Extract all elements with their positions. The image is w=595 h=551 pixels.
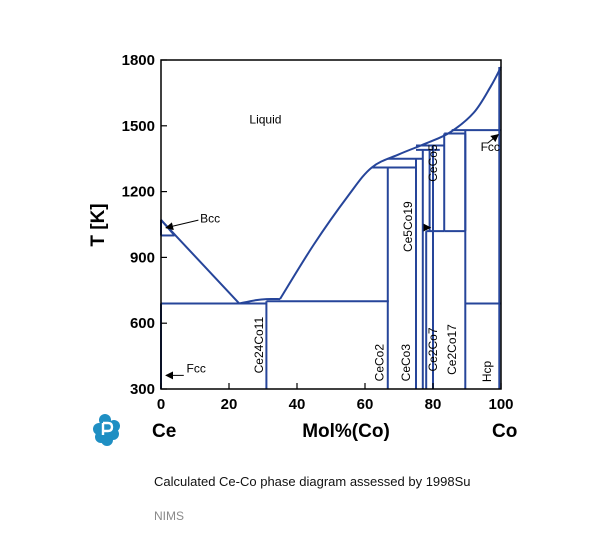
plot-frame (160, 59, 502, 390)
x-tick-label: 40 (289, 396, 306, 413)
x-tick-label: 80 (425, 396, 442, 413)
phase-label: Ce2Co7 (426, 327, 440, 371)
phase-label: CeCo5 (426, 144, 440, 182)
phase-label: Ce24Co11 (252, 317, 266, 374)
phase-label: Liquid (249, 113, 281, 127)
y-axis-title: T [K] (88, 203, 109, 246)
annotations: Liquid Bcc Fcc Fcc Ce24Co11 CeCo2 CeCo3 Ce5Co19… (165, 113, 500, 382)
x-tick-label: 60 (357, 396, 374, 413)
phase-label: Fcc (481, 140, 500, 154)
logo-p-glyph (101, 421, 114, 435)
figure-caption: Calculated Ce-Co phase diagram assessed … (154, 474, 471, 489)
phase-label: Ce5Co19 (401, 201, 415, 252)
phase-label: CeCo2 (373, 344, 387, 382)
element-right-label: Co (492, 421, 517, 442)
logo-dot (101, 434, 113, 446)
y-tick-label: 600 (130, 315, 155, 332)
x-axis-title: Mol%(Co) (302, 421, 390, 442)
y-tick-label: 900 (130, 249, 155, 266)
label-arrow (165, 219, 199, 231)
y-tick-label: 300 (130, 381, 155, 398)
phase-boundaries (160, 66, 502, 389)
y-tick-label: 1500 (122, 118, 155, 135)
phase-label: Hcp (480, 360, 494, 382)
y-tick-label: 1800 (122, 52, 155, 69)
liquidus-main (279, 66, 502, 300)
phase-label: CeCo3 (399, 344, 413, 382)
nims-p-logo-icon (93, 414, 120, 446)
y-tick-label: 1200 (122, 184, 155, 201)
ce24co11-liquidus (239, 297, 281, 305)
phase-label: Bcc (200, 211, 220, 225)
label-arrow (487, 133, 500, 144)
source-label: NIMS (154, 509, 184, 523)
x-tick-label: 0 (157, 396, 165, 413)
phase-label: Ce2Co17 (445, 324, 459, 375)
element-left-label: Ce (152, 421, 176, 442)
x-tick-label: 100 (488, 396, 513, 413)
x-tick-label: 20 (221, 396, 238, 413)
axis-ticks: 0 20 40 60 80 100 300 600 900 1200 1500 1800 (122, 52, 514, 413)
phase-label: Fcc (187, 362, 206, 376)
